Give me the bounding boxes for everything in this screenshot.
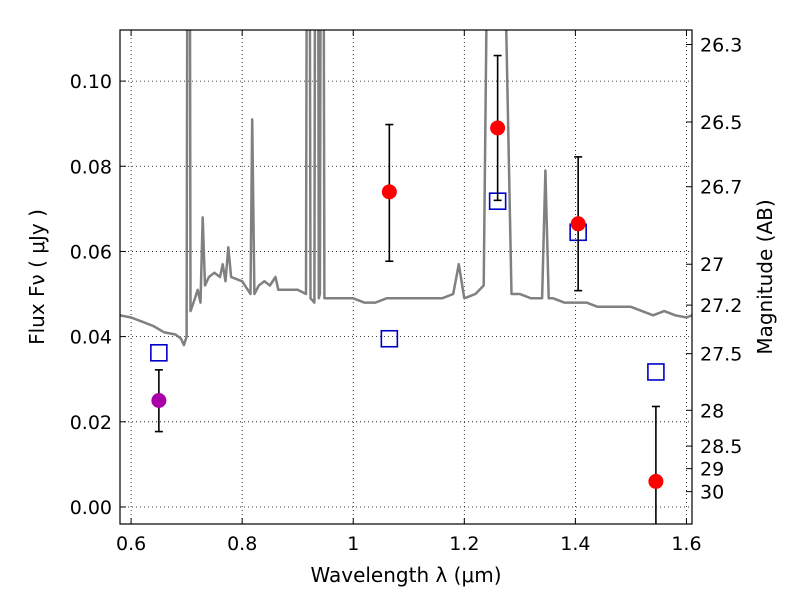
model-photometry-square bbox=[380, 329, 399, 348]
observed-flux-point bbox=[648, 473, 664, 489]
y2-axis-label: Magnitude (AB) bbox=[753, 199, 777, 354]
y2-tick-label: 27.5 bbox=[700, 344, 742, 366]
y2-tick-label: 27 bbox=[700, 254, 724, 276]
y2-tick-label: 27.2 bbox=[700, 295, 742, 317]
y-tick-label: 0.00 bbox=[70, 497, 112, 519]
x-tick-label: 1.6 bbox=[671, 533, 701, 555]
x-tick-label: 1 bbox=[347, 533, 359, 555]
x-tick-label: 0.6 bbox=[116, 533, 146, 555]
grid bbox=[120, 30, 692, 524]
y-tick-label: 0.02 bbox=[70, 412, 112, 434]
observed-flux-point bbox=[151, 393, 167, 408]
y2-tick-label: 29 bbox=[700, 459, 724, 481]
model-photometry-square bbox=[647, 363, 665, 381]
y2-tick-label: 26.5 bbox=[700, 112, 742, 134]
y2-tick-label: 28.5 bbox=[700, 436, 742, 458]
axis-ticks: 0.6 0.8 1 1.2 1.4 1.6 0.00 0.02 0.04 0.06 0.08 0.10… bbox=[70, 30, 742, 555]
x-tick-label: 1.2 bbox=[449, 533, 479, 555]
x-axis-label: Wavelength λ (μm) bbox=[310, 563, 501, 587]
model-photometry-square bbox=[150, 344, 168, 362]
spectrum-layer bbox=[120, 30, 692, 347]
plot-frame bbox=[119, 29, 693, 525]
y-tick-label: 0.06 bbox=[70, 241, 112, 263]
y-tick-label: 0.08 bbox=[70, 156, 112, 178]
y2-tick-label: 30 bbox=[700, 482, 724, 504]
y-tick-label: 0.04 bbox=[70, 327, 112, 349]
y2-tick-label: 26.3 bbox=[700, 34, 742, 56]
x-tick-label: 1.4 bbox=[560, 533, 590, 555]
y-axis-label: Flux Fν ( μJy ) bbox=[25, 209, 49, 345]
model-spectrum-line bbox=[120, 30, 692, 347]
x-tick-label: 0.8 bbox=[227, 533, 257, 555]
y2-tick-label: 26.7 bbox=[700, 177, 742, 199]
points-layer bbox=[150, 54, 665, 524]
y2-tick-label: 28 bbox=[700, 400, 724, 422]
observed-flux-point bbox=[490, 120, 506, 136]
observed-flux-point bbox=[381, 184, 397, 200]
y-tick-label: 0.10 bbox=[70, 71, 112, 93]
observed-flux-point bbox=[570, 216, 586, 232]
